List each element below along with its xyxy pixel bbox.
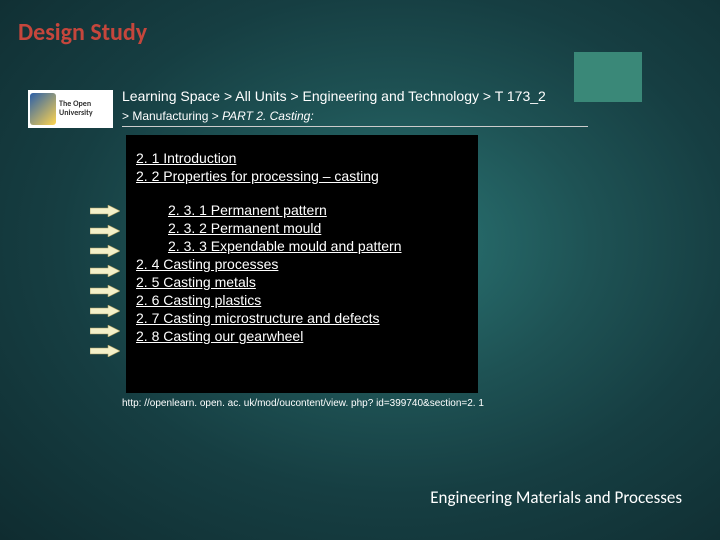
- toc-item[interactable]: 2. 3. 2 Permanent mould: [136, 219, 470, 237]
- divider: [122, 126, 588, 127]
- source-url: http: //openlearn. open. ac. uk/mod/ouco…: [122, 398, 484, 409]
- page-title: Design Study: [18, 18, 147, 47]
- arrow-right-icon: [90, 245, 120, 257]
- toc-box: 2. 1 Introduction 2. 2 Properties for pr…: [126, 135, 478, 393]
- arrow-right-icon: [90, 345, 120, 357]
- breadcrumb-sub: > Manufacturing > PART 2. Casting:: [122, 109, 314, 123]
- toc-item[interactable]: 2. 2 Properties for processing – casting: [136, 167, 470, 185]
- arrow-right-icon: [90, 205, 120, 217]
- toc-item[interactable]: 2. 8 Casting our gearwheel: [136, 327, 470, 345]
- breadcrumb: Learning Space > All Units > Engineering…: [122, 88, 546, 104]
- logo-text: The OpenUniversity: [59, 100, 93, 118]
- toc-item[interactable]: 2. 7 Casting microstructure and defects: [136, 309, 470, 327]
- toc-item[interactable]: 2. 3. 1 Permanent pattern: [136, 201, 470, 219]
- toc-item[interactable]: 2. 6 Casting plastics: [136, 291, 470, 309]
- toc-item[interactable]: 2. 1 Introduction: [136, 149, 470, 167]
- open-university-logo: The OpenUniversity: [28, 90, 113, 128]
- footer-text: Engineering Materials and Processes: [430, 487, 682, 508]
- arrow-right-icon: [90, 265, 120, 277]
- toc-item[interactable]: 2. 3. 3 Expendable mould and pattern: [136, 237, 470, 255]
- toc-item[interactable]: 2. 5 Casting metals: [136, 273, 470, 291]
- arrow-right-icon: [90, 325, 120, 337]
- arrow-right-icon: [90, 285, 120, 297]
- accent-block: [574, 52, 642, 102]
- arrow-right-icon: [90, 305, 120, 317]
- toc-item[interactable]: 2. 4 Casting processes: [136, 255, 470, 273]
- arrow-right-icon: [90, 225, 120, 237]
- logo-shield-icon: [30, 93, 56, 125]
